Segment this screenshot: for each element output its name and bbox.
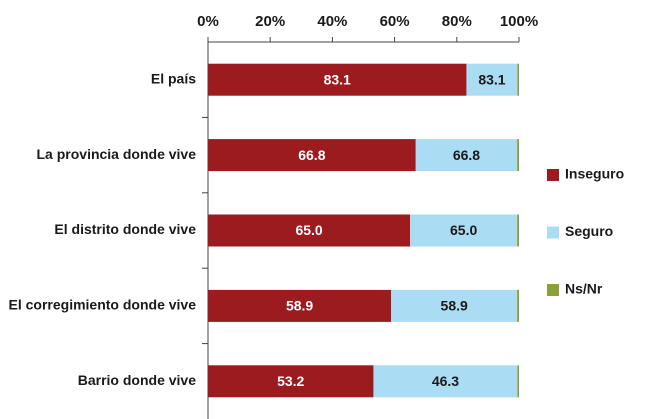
legend-label: Inseguro — [565, 166, 624, 182]
x-tick-label: 40% — [317, 13, 347, 30]
y-tick-label: El corregimiento donde vive — [9, 297, 197, 313]
legend-swatch — [547, 169, 559, 181]
data-label: 46.3 — [432, 373, 459, 389]
bar-segment — [208, 365, 374, 398]
bar-segment — [208, 214, 411, 247]
bar-segment — [208, 63, 467, 96]
bar-segment — [517, 289, 519, 322]
bar-segment — [517, 214, 519, 247]
data-label: 58.9 — [286, 298, 313, 314]
data-label: 65.0 — [295, 222, 322, 238]
x-tick-label: 0% — [197, 13, 219, 30]
data-label: 66.8 — [298, 147, 325, 163]
x-tick-label: 80% — [442, 13, 472, 30]
data-label: 66.8 — [453, 147, 480, 163]
bar-segment — [517, 63, 519, 96]
x-tick-label: 20% — [255, 13, 285, 30]
y-tick-label: El distrito donde vive — [54, 221, 196, 237]
bar-segment — [466, 63, 518, 96]
y-tick-label: El país — [151, 70, 196, 86]
bar-segment — [517, 365, 519, 398]
data-label: 83.1 — [324, 71, 351, 87]
legend-label: Seguro — [565, 223, 613, 239]
bar-segment — [415, 139, 518, 172]
bar-segment — [208, 139, 416, 172]
bar-segment — [410, 214, 518, 247]
bar-segment — [391, 289, 518, 322]
bar-segment — [208, 289, 392, 322]
y-tick-label: Barrio donde vive — [78, 372, 196, 388]
bar-segment — [373, 365, 518, 398]
legend-swatch — [547, 226, 559, 239]
data-label: 83.1 — [478, 71, 505, 87]
data-label: 58.9 — [441, 298, 468, 314]
data-label: 65.0 — [450, 222, 477, 238]
legend-swatch — [547, 284, 559, 296]
y-tick-label: La provincia donde vive — [37, 146, 197, 162]
x-tick-label: 100% — [500, 13, 538, 30]
x-tick-label: 60% — [380, 13, 410, 30]
data-label: 53.2 — [277, 373, 304, 389]
bar-segment — [517, 139, 519, 172]
legend-label: Ns/Nr — [565, 281, 603, 297]
